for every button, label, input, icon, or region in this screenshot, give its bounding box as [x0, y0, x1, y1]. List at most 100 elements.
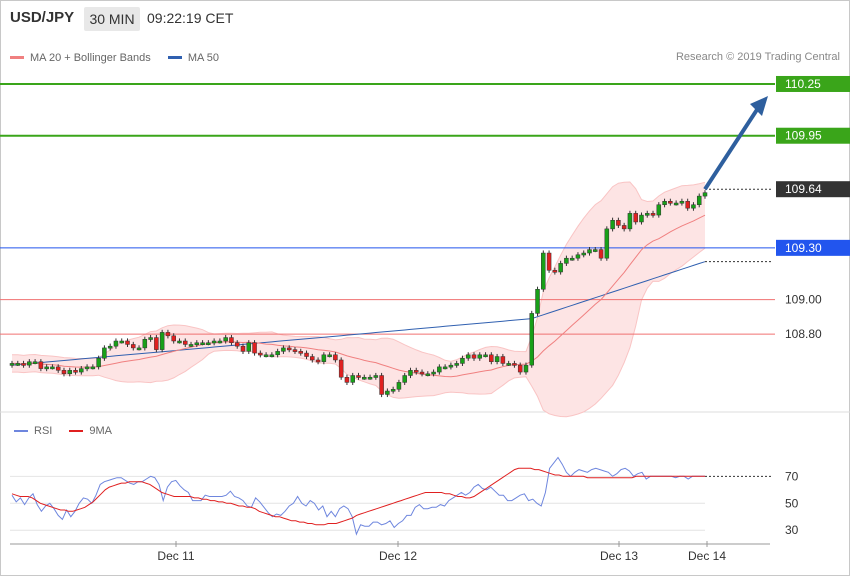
candle-body: [506, 363, 511, 366]
candle-body: [414, 370, 419, 373]
candle-body: [286, 347, 292, 351]
legend-bollinger: MA 20 + Bollinger Bands: [10, 52, 151, 64]
candle-body: [396, 382, 402, 390]
candle-body: [240, 345, 246, 352]
candle-body: [454, 363, 459, 366]
candle-body: [44, 366, 49, 370]
candle-body: [656, 204, 662, 216]
legend-bollinger-label: MA 20 + Bollinger Bands: [30, 51, 151, 64]
candle-body: [84, 366, 90, 370]
candle-body: [136, 347, 142, 351]
candle-body: [131, 344, 136, 349]
candle-body: [523, 364, 529, 373]
candle-body: [402, 375, 407, 383]
candle-body: [477, 354, 483, 359]
candle-body: [327, 354, 332, 358]
candle-body: [541, 252, 546, 290]
candle-body: [691, 204, 696, 209]
level-tag: [776, 181, 850, 198]
candle-body: [362, 376, 367, 380]
candle-body: [234, 342, 240, 347]
candle-body: [367, 376, 373, 380]
rsi-tick-label: 50: [785, 496, 799, 510]
candle-body: [385, 390, 390, 395]
candle-body: [581, 252, 586, 256]
candle-body: [350, 375, 355, 383]
candle-body: [546, 252, 552, 271]
candle-body: [304, 352, 309, 357]
candle-body: [390, 389, 396, 392]
candle-body: [159, 332, 165, 350]
candle-body: [512, 363, 517, 366]
candle-body: [419, 371, 425, 375]
legend-rsi-label: RSI: [34, 425, 53, 437]
candle-body: [183, 340, 188, 345]
rsi-tick-label: 70: [785, 469, 799, 483]
bollinger-lower: [12, 247, 706, 418]
candle-body: [258, 352, 263, 356]
level-label: 109.95: [785, 129, 822, 143]
candle-body: [38, 361, 44, 369]
candle-body: [587, 249, 592, 254]
candle-body: [165, 332, 171, 337]
candle-body: [269, 354, 275, 358]
candle-body: [679, 201, 685, 204]
candle-body: [673, 202, 679, 206]
candle-body: [90, 366, 96, 370]
legend-ma50-label: MA 50: [187, 51, 220, 64]
candle-body: [483, 354, 488, 358]
candle-body: [500, 356, 506, 364]
legend-ma50-swatch: [167, 56, 182, 59]
candle-body: [460, 358, 465, 364]
rsi-9ma-line: [11, 467, 705, 526]
projection-arrow-head: [750, 96, 768, 117]
candle-body: [171, 335, 176, 342]
candle-body: [148, 337, 153, 340]
candle-body: [229, 337, 234, 343]
legend-ma50: MA 50: [167, 51, 220, 64]
legend-rsi-swatch: [14, 430, 28, 432]
legend-9ma-label: 9MA: [89, 425, 113, 437]
candle-body: [465, 354, 471, 359]
projection-arrow-line: [703, 103, 762, 191]
candle-body: [645, 213, 650, 216]
candle-body: [96, 358, 101, 368]
level-tag: [776, 75, 850, 92]
candle-body: [338, 359, 344, 378]
candle-body: [142, 339, 148, 349]
candle-body: [471, 354, 477, 359]
candle-body: [27, 361, 32, 366]
price-legend: MA 20 + Bollinger Bands MA 50: [10, 50, 233, 64]
x-tick-label: Dec 12: [379, 549, 417, 563]
candle-body: [102, 347, 107, 359]
candle-body: [315, 359, 321, 363]
rsi-legend: RSI 9MA: [14, 423, 126, 437]
timeframe-button[interactable]: 30 MIN: [84, 7, 140, 31]
candle-body: [21, 363, 26, 366]
candle-body: [344, 376, 350, 383]
candle-body: [211, 340, 217, 344]
candle-body: [177, 340, 182, 344]
chart-header: USD/JPY 30 MIN 09:22:19 CET: [0, 0, 850, 36]
candle-body: [662, 201, 667, 205]
candle-body: [217, 340, 223, 344]
candle-body: [321, 354, 327, 362]
rsi-line: [11, 456, 705, 536]
candle-body: [194, 342, 200, 345]
legend-rsi: RSI: [14, 425, 52, 437]
candle-body: [489, 354, 494, 362]
candle-body: [310, 356, 315, 361]
candle-body: [639, 214, 644, 223]
candle-body: [448, 364, 454, 368]
candle-body: [575, 254, 581, 259]
candle-body: [79, 368, 84, 373]
x-tick-label: Dec 11: [157, 549, 194, 563]
copyright-text: Research © 2019 Trading Central: [675, 51, 840, 63]
candle-body: [604, 228, 610, 259]
candle-body: [246, 342, 252, 352]
candle-body: [668, 201, 673, 204]
candle-body: [616, 220, 621, 226]
candle-body: [107, 345, 113, 349]
candle-body: [15, 363, 21, 366]
candle-body: [356, 375, 361, 378]
